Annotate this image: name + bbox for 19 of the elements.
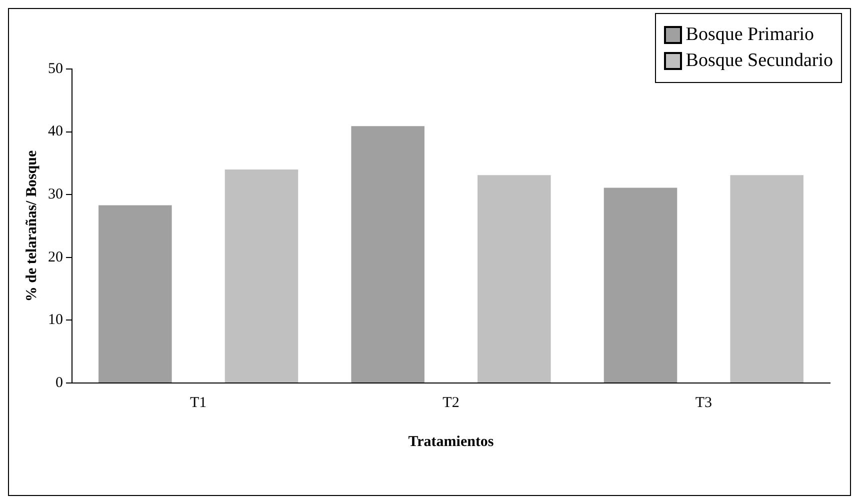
y-tick-label: 0 <box>56 374 63 391</box>
y-axis-title: % de telarañas/ Bosque <box>24 150 40 302</box>
y-tick-label: 20 <box>48 249 63 266</box>
bar <box>224 169 298 382</box>
x-axis-title: Tratamientos <box>408 434 494 450</box>
legend-label: Bosque Secundario <box>686 50 833 72</box>
bar <box>478 175 551 382</box>
x-tick-label: T2 <box>442 394 460 411</box>
y-tick-label: 40 <box>48 124 63 140</box>
legend-label: Bosque Primario <box>686 24 814 46</box>
bar <box>98 205 172 382</box>
bar <box>730 175 804 382</box>
y-tick-label: 10 <box>48 312 63 328</box>
bar <box>604 188 678 382</box>
y-tick-label: 50 <box>48 60 63 77</box>
x-tick-label: T3 <box>695 394 712 411</box>
x-tick-label: T1 <box>190 394 207 411</box>
bar <box>351 126 424 382</box>
y-tick-label: 30 <box>48 186 63 203</box>
